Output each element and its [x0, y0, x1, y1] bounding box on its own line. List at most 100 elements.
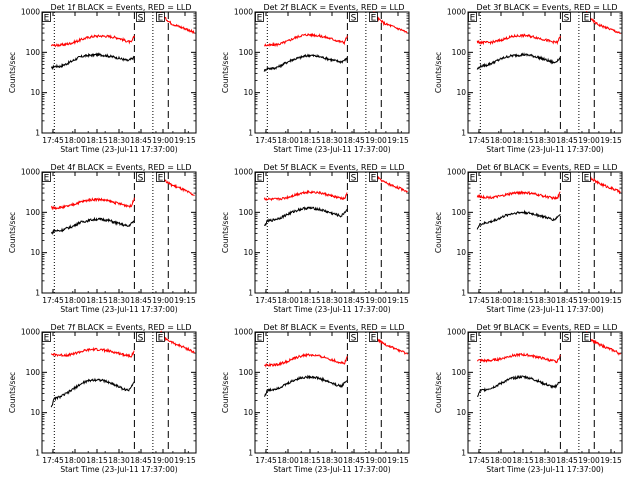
panel-title: Det 1f BLACK = Events, RED = LLD — [50, 3, 191, 12]
plot-frame — [467, 171, 623, 294]
x-tick-label: 19:15 — [174, 456, 196, 465]
event-flag-box — [468, 172, 477, 182]
y-axis-label: Counts/sec — [434, 52, 443, 93]
lld-series-line — [373, 11, 408, 34]
event-flag-label: S — [351, 174, 357, 184]
x-tick-label: 18:15 — [86, 296, 108, 305]
x-tick-label: 19:15 — [174, 136, 196, 145]
detector-panel: Det 3f BLACK = Events, RED = LLD 1 10 100 10… — [426, 0, 639, 160]
event-flag-label: E — [584, 334, 590, 344]
detector-chart-svg: Det 3f BLACK = Events, RED = LLD 1 10 100 10… — [434, 3, 623, 154]
plot-frame — [467, 11, 623, 134]
event-flag-box — [562, 172, 571, 182]
y-tick-label: 1 — [35, 449, 40, 458]
x-axis-label: Start Time (23-Jul-11 17:37:00) — [486, 145, 603, 154]
detector-panel: Det 9f BLACK = Events, RED = LLD 1 10 100 10… — [426, 320, 639, 480]
event-flag-label: S — [138, 14, 144, 24]
y-tick-label: 1 — [248, 129, 253, 138]
x-tick-label: 19:15 — [387, 136, 409, 145]
event-flag-box — [369, 12, 378, 22]
x-tick-label: 19:00 — [578, 296, 600, 305]
event-flag-label: E — [257, 14, 263, 24]
x-axis-label: Start Time (23-Jul-11 17:37:00) — [273, 305, 390, 314]
event-flag-label: E — [158, 334, 164, 344]
detector-chart-svg: Det 8f BLACK = Events, RED = LLD 1 10 100 10… — [221, 323, 410, 474]
event-flag-label: E — [371, 334, 377, 344]
event-flag-box — [582, 172, 591, 182]
y-tick-label: 10 — [456, 408, 466, 417]
y-axis-label: Counts/sec — [8, 372, 17, 413]
y-tick-label: 1000 — [447, 168, 466, 177]
plot-frame — [41, 171, 197, 294]
y-axis-label: Counts/sec — [221, 212, 230, 253]
event-flag-label: S — [564, 334, 570, 344]
y-axis-label: Counts/sec — [434, 372, 443, 413]
x-tick-label: 18:45 — [130, 296, 152, 305]
x-tick-label: 17:45 — [255, 456, 277, 465]
x-tick-label: 18:30 — [534, 296, 556, 305]
lld-series-line — [476, 190, 561, 200]
detector-chart-svg: Det 9f BLACK = Events, RED = LLD 1 10 100 10… — [434, 323, 623, 474]
events-series-line — [264, 206, 348, 227]
x-tick-label: 19:00 — [152, 136, 174, 145]
lld-series-line — [586, 10, 621, 35]
events-series-line — [476, 209, 561, 230]
y-tick-label: 1 — [461, 129, 466, 138]
event-flag-box — [136, 332, 145, 342]
lld-series-line — [263, 189, 348, 202]
plot-frame — [41, 331, 197, 454]
panel-title: Det 6f BLACK = Events, RED = LLD — [476, 163, 617, 172]
x-tick-label: 19:00 — [365, 136, 387, 145]
event-flag-box — [582, 12, 591, 22]
event-flag-box — [42, 12, 51, 22]
y-tick-label: 10 — [243, 248, 253, 257]
event-flag-box — [255, 172, 264, 182]
y-axis-label: Counts/sec — [8, 52, 17, 93]
x-tick-label: 19:15 — [174, 296, 196, 305]
lld-series-line — [50, 34, 135, 48]
x-tick-label: 18:30 — [534, 456, 556, 465]
x-tick-label: 18:15 — [299, 136, 321, 145]
y-tick-label: 100 — [452, 368, 467, 377]
event-flag-box — [255, 332, 264, 342]
panel-title: Det 9f BLACK = Events, RED = LLD — [476, 323, 617, 332]
event-flag-label: E — [470, 334, 476, 344]
x-axis-label: Start Time (23-Jul-11 17:37:00) — [273, 465, 390, 474]
x-tick-label: 18:15 — [299, 456, 321, 465]
y-tick-label: 1000 — [447, 8, 466, 17]
y-tick-label: 100 — [26, 368, 41, 377]
x-tick-label: 19:15 — [600, 456, 622, 465]
x-tick-label: 18:00 — [277, 456, 299, 465]
x-tick-label: 18:15 — [512, 136, 534, 145]
x-tick-label: 18:00 — [490, 456, 512, 465]
lld-series-line — [264, 32, 348, 48]
detector-panel: Det 2f BLACK = Events, RED = LLD 1 10 100 10… — [213, 0, 426, 160]
events-series-line — [50, 216, 135, 235]
x-tick-label: 18:15 — [86, 136, 108, 145]
y-tick-label: 1000 — [21, 8, 40, 17]
x-tick-label: 18:45 — [343, 136, 365, 145]
x-tick-label: 18:45 — [556, 296, 578, 305]
x-axis-label: Start Time (23-Jul-11 17:37:00) — [60, 465, 177, 474]
lld-series-line — [50, 346, 135, 359]
x-tick-label: 19:15 — [600, 136, 622, 145]
events-series-line — [50, 377, 135, 408]
x-tick-label: 19:15 — [600, 296, 622, 305]
detector-panel: Det 4f BLACK = Events, RED = LLD 1 10 100 10… — [0, 160, 213, 320]
event-flag-label: E — [470, 174, 476, 184]
x-tick-label: 19:00 — [365, 296, 387, 305]
event-flag-box — [156, 332, 165, 342]
x-tick-label: 17:45 — [42, 456, 64, 465]
event-flag-label: E — [470, 14, 476, 24]
x-tick-label: 18:45 — [343, 456, 365, 465]
y-tick-label: 10 — [243, 408, 253, 417]
event-flag-label: E — [371, 14, 377, 24]
x-tick-label: 18:30 — [108, 136, 130, 145]
plot-frame — [467, 331, 623, 454]
x-tick-label: 18:45 — [130, 456, 152, 465]
panel-title: Det 7f BLACK = Events, RED = LLD — [50, 323, 191, 332]
event-flag-label: E — [257, 174, 263, 184]
event-flag-label: S — [138, 334, 144, 344]
y-axis-label: Counts/sec — [221, 52, 230, 93]
y-tick-label: 100 — [452, 48, 467, 57]
